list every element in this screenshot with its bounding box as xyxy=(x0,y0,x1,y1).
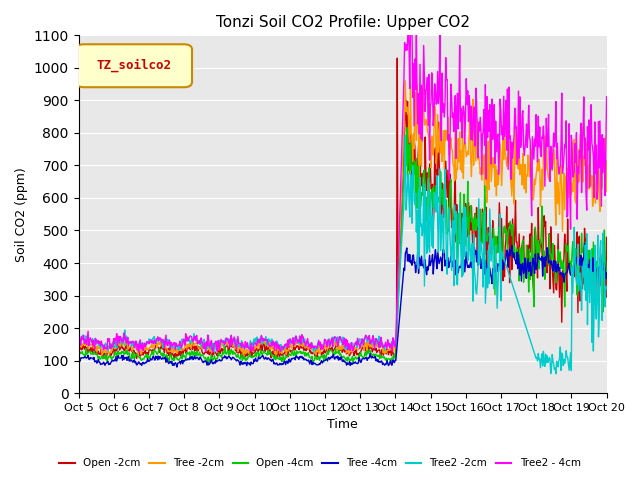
Text: TZ_soilco2: TZ_soilco2 xyxy=(97,59,172,72)
X-axis label: Time: Time xyxy=(327,419,358,432)
Legend: Open -2cm, Tree -2cm, Open -4cm, Tree -4cm, Tree2 -2cm, Tree2 - 4cm: Open -2cm, Tree -2cm, Open -4cm, Tree -4… xyxy=(55,454,585,472)
FancyBboxPatch shape xyxy=(76,44,192,87)
Title: Tonzi Soil CO2 Profile: Upper CO2: Tonzi Soil CO2 Profile: Upper CO2 xyxy=(216,15,470,30)
Y-axis label: Soil CO2 (ppm): Soil CO2 (ppm) xyxy=(15,167,28,262)
